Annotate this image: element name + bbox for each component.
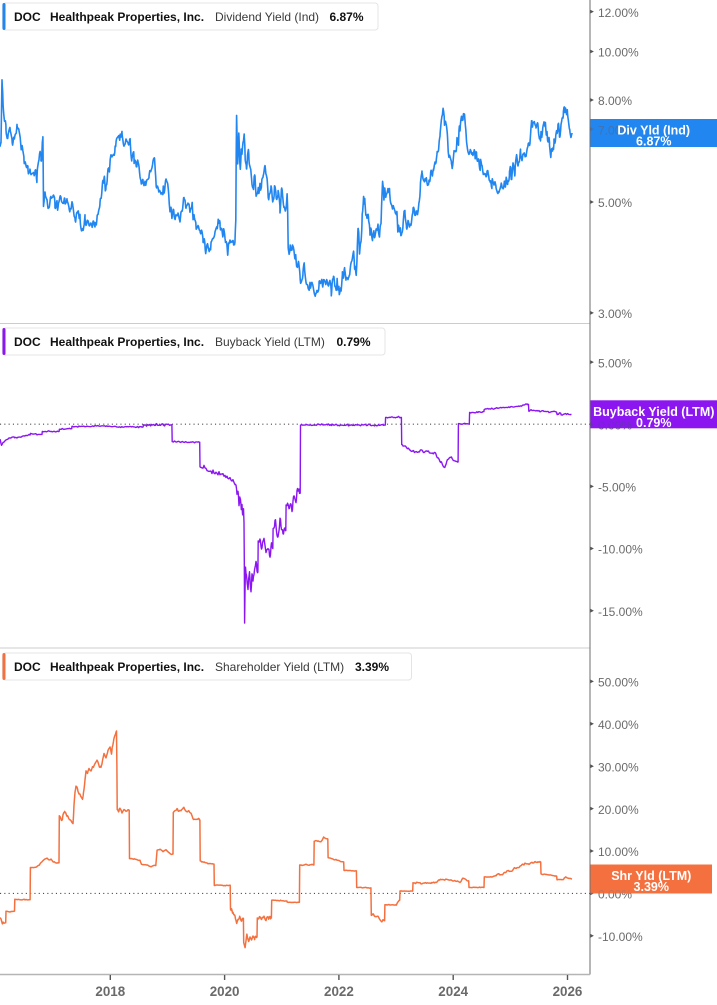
svg-text:12.00%: 12.00% [598,6,639,20]
svg-text:Healthpeak Properties, Inc.: Healthpeak Properties, Inc. [50,335,204,349]
svg-text:DOC: DOC [14,335,41,349]
svg-text:3.00%: 3.00% [598,307,632,321]
svg-text:DOC: DOC [14,10,41,24]
svg-text:3.39%: 3.39% [634,880,669,894]
svg-text:10.00%: 10.00% [598,845,639,859]
svg-text:Shr Yld (LTM): Shr Yld (LTM) [611,869,691,883]
svg-text:-10.00%: -10.00% [598,930,643,944]
svg-text:Healthpeak Properties, Inc.: Healthpeak Properties, Inc. [50,10,204,24]
svg-text:50.00%: 50.00% [598,676,639,690]
svg-text:5.00%: 5.00% [598,196,632,210]
svg-text:20.00%: 20.00% [598,803,639,817]
svg-text:7.00%: 7.00% [598,123,632,137]
svg-text:0.00%: 0.00% [598,888,632,902]
svg-text:-5.00%: -5.00% [598,481,636,495]
svg-text:6.87%: 6.87% [636,135,671,149]
svg-text:2024: 2024 [438,984,468,999]
svg-text:6.87%: 6.87% [330,10,364,24]
svg-text:30.00%: 30.00% [598,760,639,774]
svg-text:DOC: DOC [14,660,41,674]
svg-text:0.79%: 0.79% [636,416,671,430]
svg-text:2020: 2020 [210,984,240,999]
svg-text:-15.00%: -15.00% [598,605,643,619]
svg-text:10.00%: 10.00% [598,46,639,60]
svg-text:2018: 2018 [95,984,125,999]
svg-text:Div Yld (Ind): Div Yld (Ind) [617,124,690,138]
svg-text:Buyback Yield (LTM): Buyback Yield (LTM) [215,335,325,349]
svg-text:8.00%: 8.00% [598,94,632,108]
svg-text:5.00%: 5.00% [598,356,632,370]
svg-text:Buyback Yield (LTM): Buyback Yield (LTM) [593,405,714,419]
svg-text:Healthpeak Properties, Inc.: Healthpeak Properties, Inc. [50,660,204,674]
svg-text:40.00%: 40.00% [598,718,639,732]
svg-text:Shareholder Yield (LTM): Shareholder Yield (LTM) [215,660,344,674]
svg-text:3.39%: 3.39% [355,660,389,674]
svg-text:-10.00%: -10.00% [598,543,643,557]
svg-text:2022: 2022 [324,984,354,999]
svg-text:0.79%: 0.79% [337,335,371,349]
svg-text:Dividend Yield (Ind): Dividend Yield (Ind) [215,10,319,24]
svg-text:0.00%: 0.00% [598,418,632,432]
svg-text:2026: 2026 [553,984,583,999]
